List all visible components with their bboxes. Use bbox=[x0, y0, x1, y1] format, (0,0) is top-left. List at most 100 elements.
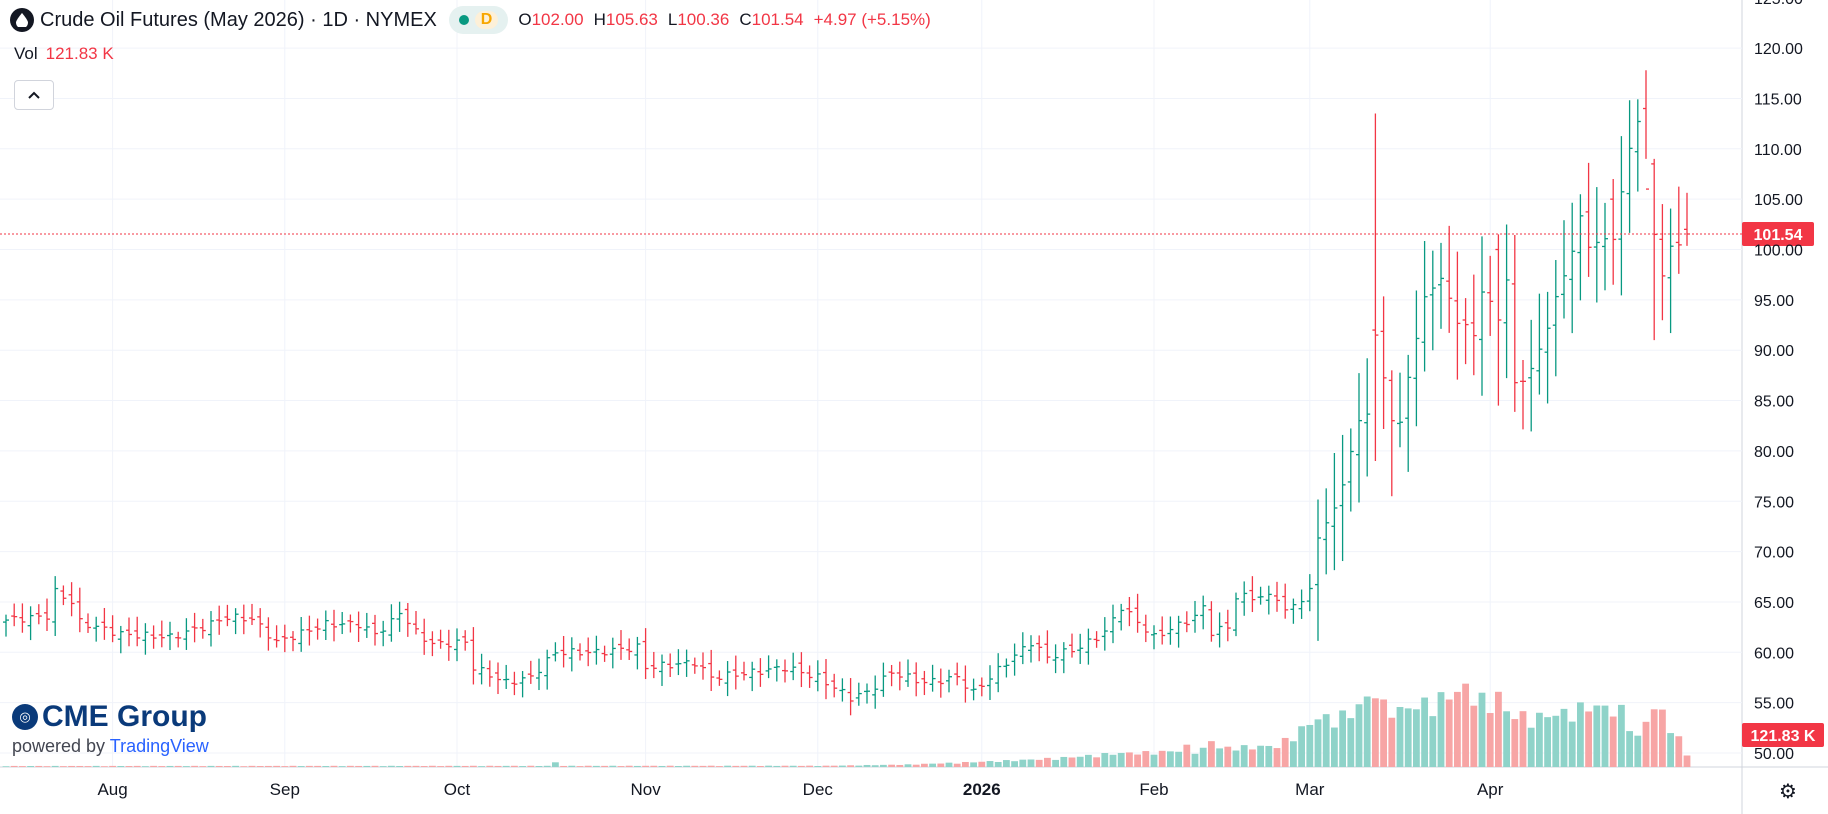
ohlc-bar bbox=[1487, 255, 1494, 336]
ohlc-bar bbox=[93, 616, 100, 642]
volume-bar bbox=[1363, 696, 1371, 767]
ohlc-bar bbox=[1388, 370, 1395, 497]
price-tick-label: 110.00 bbox=[1754, 142, 1802, 159]
ohlc-bar bbox=[1118, 603, 1125, 631]
ohlc-bar bbox=[109, 615, 116, 643]
ohlc-bar bbox=[1306, 574, 1313, 612]
ohlc-bar bbox=[1331, 452, 1338, 571]
volume-bar bbox=[1052, 759, 1059, 767]
ohlc-bar bbox=[413, 611, 419, 635]
volume-bar bbox=[568, 765, 576, 767]
ohlc-bar bbox=[839, 678, 846, 702]
ohlc-bar bbox=[454, 628, 460, 662]
volume-bar bbox=[1486, 713, 1494, 767]
volume-bar bbox=[1142, 751, 1150, 767]
volume-bar bbox=[412, 765, 420, 767]
volume-value: 121.83 K bbox=[45, 44, 114, 63]
volume-bar bbox=[306, 765, 313, 767]
volume-bar bbox=[404, 765, 412, 767]
ohlc-bar bbox=[716, 670, 723, 686]
volume-bar bbox=[1339, 710, 1346, 767]
volume-bar bbox=[330, 765, 338, 767]
gear-icon[interactable]: ⚙ bbox=[1779, 781, 1797, 803]
ohlc-bar bbox=[158, 620, 165, 648]
ohlc-bar bbox=[150, 625, 157, 649]
ohlc-bar bbox=[864, 683, 870, 704]
ohlc-bar bbox=[1101, 617, 1108, 651]
symbol-title[interactable]: Crude Oil Futures (May 2026) · 1D · NYME… bbox=[40, 8, 437, 31]
ohlc-bar bbox=[1347, 428, 1354, 512]
ohlc-bar bbox=[1544, 291, 1551, 404]
last-volume-tag bbox=[1742, 723, 1824, 747]
volume-bar bbox=[191, 765, 198, 767]
volume-bar bbox=[470, 765, 477, 767]
volume-bar bbox=[1404, 708, 1412, 767]
ohlc-bar bbox=[1085, 628, 1092, 665]
ohlc-bar bbox=[1069, 633, 1075, 658]
volume-bar bbox=[535, 766, 543, 767]
ohlc-bar bbox=[970, 678, 977, 701]
ohlc-bar bbox=[888, 664, 895, 687]
provider-link: TradingView bbox=[109, 736, 209, 756]
volume-bar bbox=[76, 765, 84, 767]
ohlc-bar bbox=[208, 611, 214, 647]
ohlc-bar bbox=[937, 668, 944, 698]
volume-bar bbox=[691, 765, 699, 767]
ohlc-bar bbox=[1175, 615, 1182, 648]
time-tick-label: Mar bbox=[1295, 780, 1325, 799]
volume-bar bbox=[355, 765, 362, 767]
ohlc-bar bbox=[1028, 635, 1034, 663]
ohlc-bar bbox=[667, 653, 674, 678]
ohlc-bar bbox=[1282, 583, 1289, 619]
ohlc-bar bbox=[700, 652, 706, 680]
volume-bar bbox=[970, 762, 977, 767]
volume-bar bbox=[1437, 692, 1445, 767]
ohlc-bar bbox=[806, 665, 813, 688]
volume-bar bbox=[494, 765, 502, 767]
ohlc-bar bbox=[1257, 586, 1264, 605]
volume-bar bbox=[27, 766, 34, 767]
volume-bar bbox=[1609, 716, 1617, 767]
volume-bar bbox=[666, 765, 674, 767]
collapse-legend-button[interactable] bbox=[14, 80, 54, 110]
ohlc-bar bbox=[1511, 235, 1518, 412]
volume-bar bbox=[1011, 761, 1018, 767]
price-tick-label: 50.00 bbox=[1754, 746, 1794, 763]
ohlc-bar bbox=[798, 652, 805, 688]
time-tick-label: 2026 bbox=[963, 780, 1001, 799]
volume-bar bbox=[986, 761, 994, 767]
ohlc-bar bbox=[199, 618, 206, 639]
volume-bar bbox=[437, 766, 444, 767]
volume-bar bbox=[543, 765, 551, 767]
ohlc-bar bbox=[1060, 642, 1067, 674]
ohlc-bar bbox=[552, 642, 559, 662]
ohlc-bar bbox=[1339, 434, 1346, 562]
ohlc-bar bbox=[987, 665, 993, 701]
price-tick-label: 80.00 bbox=[1754, 444, 1794, 461]
ohlc-bar bbox=[486, 660, 493, 687]
ohlc-bar bbox=[1356, 373, 1362, 503]
volume-legend: Vol 121.83 K bbox=[14, 44, 114, 64]
ohlc-bar bbox=[544, 649, 551, 690]
ohlc-bar bbox=[872, 675, 879, 709]
ohlc-bar bbox=[782, 659, 788, 683]
ohlc-bar bbox=[355, 611, 362, 642]
volume-bar bbox=[297, 766, 305, 767]
volume-bar bbox=[142, 766, 149, 767]
volume-bar bbox=[1183, 744, 1191, 767]
market-status-pill[interactable]: D bbox=[448, 6, 509, 34]
volume-bar bbox=[617, 766, 625, 767]
ohlc-bar bbox=[1372, 113, 1379, 461]
volume-bar bbox=[1290, 741, 1297, 767]
volume-bar bbox=[1117, 752, 1125, 767]
ohlc-bar bbox=[421, 618, 428, 655]
price-tick-label: 70.00 bbox=[1754, 545, 1794, 562]
ohlc-bar bbox=[1667, 208, 1674, 334]
ohlc-bar bbox=[642, 628, 649, 680]
ohlc-bar bbox=[568, 637, 575, 672]
volume-bar bbox=[248, 765, 256, 767]
volume-bar bbox=[1519, 711, 1527, 767]
ohlc-bar bbox=[1536, 293, 1543, 395]
